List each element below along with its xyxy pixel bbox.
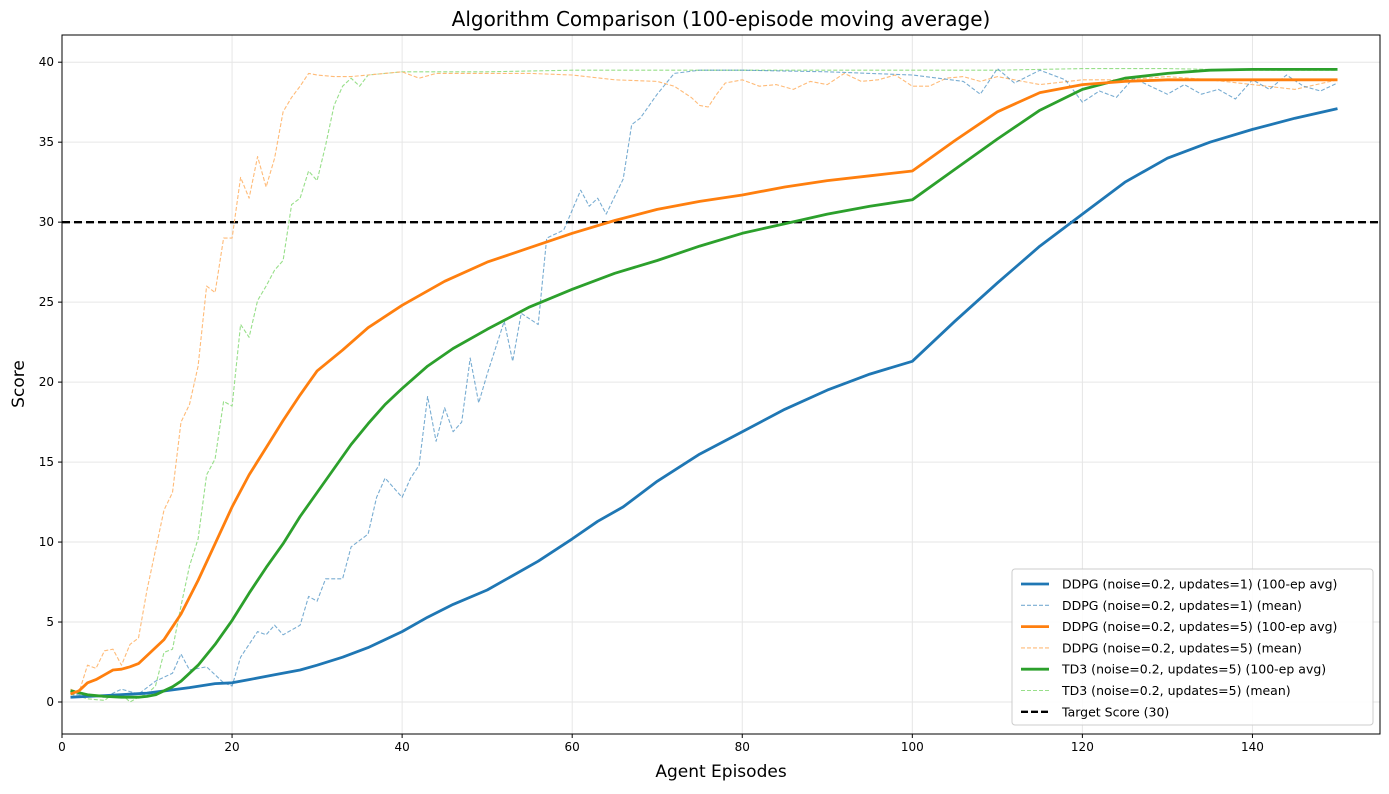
y-tick-label: 40 [39,55,54,69]
x-tick-label: 80 [735,740,750,754]
series-layer [70,68,1338,703]
x-tick-label: 20 [224,740,239,754]
y-tick-label: 15 [39,455,54,469]
x-tick-label: 0 [58,740,66,754]
series-line-0 [70,107,1338,699]
series-line-2 [70,78,1338,696]
legend-entry-3: DDPG (noise=0.2, updates=5) (mean) [1062,640,1302,655]
grid-layer [61,35,1380,734]
y-tick-label: 0 [46,695,54,709]
legend-entry-4: TD3 (noise=0.2, updates=5) (100-ep avg) [1061,662,1326,677]
y-axis-label: Score [9,360,29,408]
tick-layer: 0 20 40 60 80 100 120 140 0 5 10 15 20 25 30 35 40 [39,55,1264,754]
x-tick-label: 120 [1071,740,1094,754]
x-tick-label: 40 [394,740,409,754]
series-line-3 [70,71,1338,693]
series-line-4 [70,68,1338,699]
series-line-1 [70,68,1338,698]
x-tick-label: 140 [1241,740,1264,754]
plot-area-frame [61,34,1381,735]
legend-entry-2: DDPG (noise=0.2, updates=5) (100-ep avg) [1062,619,1337,634]
x-axis-label: Agent Episodes [655,762,786,782]
x-tick-label: 60 [565,740,580,754]
legend-entry-6: Target Score (30) [1061,704,1169,719]
y-tick-label: 5 [46,615,54,629]
x-tick-label: 100 [901,740,924,754]
y-tick-label: 30 [39,215,54,229]
legend: DDPG (noise=0.2, updates=1) (100-ep avg)… [1011,568,1374,726]
legend-entry-0: DDPG (noise=0.2, updates=1) (100-ep avg) [1062,577,1337,592]
series-line-5 [70,68,1338,703]
y-tick-label: 35 [39,135,54,149]
y-tick-label: 20 [39,375,54,389]
legend-box [1011,568,1374,726]
y-tick-label: 10 [39,535,54,549]
y-tick-label: 25 [39,295,54,309]
legend-entry-5: TD3 (noise=0.2, updates=5) (mean) [1061,683,1291,698]
chart-title: Algorithm Comparison (100-episode moving… [452,7,991,31]
legend-entry-1: DDPG (noise=0.2, updates=1) (mean) [1062,598,1302,613]
